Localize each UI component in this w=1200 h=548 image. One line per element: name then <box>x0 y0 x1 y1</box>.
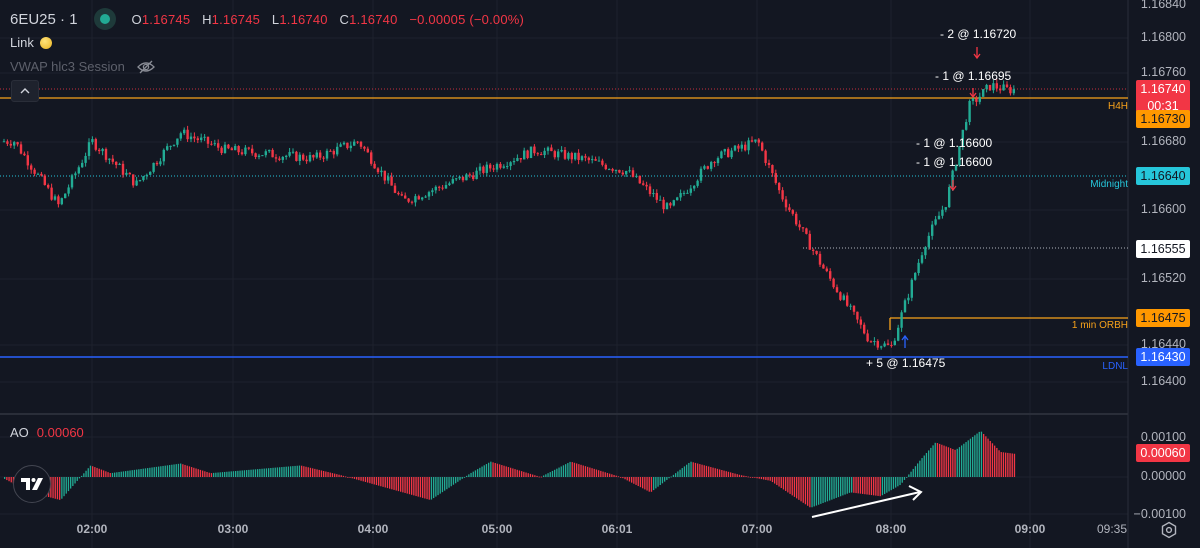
ao-value-tag: 0.00060 <box>1136 444 1190 462</box>
tradingview-logo-icon <box>21 478 43 490</box>
trade-annotation: + 5 @ 1.16475 <box>866 356 946 370</box>
price-tick: 1.16680 <box>1140 134 1186 148</box>
time-tick: 09:00 <box>1014 522 1046 536</box>
price-tick: 1.16800 <box>1140 30 1186 44</box>
vwap-indicator-label: VWAP hlc3 Session <box>10 59 125 74</box>
price-tick: 1.16600 <box>1140 202 1186 216</box>
ao-legend[interactable]: AO 0.00060 <box>10 425 84 440</box>
price-tick: 1.16400 <box>1140 374 1186 388</box>
ao-tick: −0.00100 <box>1133 507 1186 521</box>
symbol-title[interactable]: 6EU25 · 1 <box>10 10 78 28</box>
link-label: Link <box>10 35 34 50</box>
trade-annotation: - 1 @ 1.16695 <box>935 69 1012 83</box>
orbh-price-tag: 1.16475 <box>1136 309 1190 327</box>
time-tick: 02:00 <box>76 522 108 536</box>
ao-label: AO <box>10 425 29 440</box>
orbh-line-label: 1 min ORBH <box>1071 320 1128 331</box>
ldnl-price-tag: 1.16430 <box>1136 348 1190 366</box>
h4h-line-label: H4H <box>1107 101 1128 112</box>
bar-countdown: 00:31 <box>1147 99 1179 113</box>
time-tick: 09:35 <box>1096 522 1128 536</box>
price-tick: 1.16760 <box>1140 65 1186 79</box>
h4h-price-tag: 1.16730 <box>1136 110 1190 128</box>
time-tick: 05:00 <box>481 522 513 536</box>
collapse-legend-button[interactable] <box>11 80 39 102</box>
ldnl-line-label: LDNL <box>1102 361 1128 372</box>
trade-annotation: - 1 @ 1.16600 <box>916 155 993 169</box>
time-tick: 06:01 <box>601 522 633 536</box>
time-tick: 03:00 <box>217 522 249 536</box>
price-tick: 1.16440 <box>1140 337 1186 351</box>
link-row[interactable]: Link <box>10 35 52 50</box>
midnight-price-tag: 1.16640 <box>1136 167 1190 185</box>
eye-off-icon[interactable] <box>136 60 155 74</box>
ao-value: 0.00060 <box>36 425 84 440</box>
indicator-row[interactable]: VWAP hlc3 Session <box>10 59 155 74</box>
midnight-line-label: Midnight <box>1090 179 1128 190</box>
price-change: −0.00005 (−0.00%) <box>409 11 525 27</box>
ao-tick: 0.00100 <box>1140 430 1186 444</box>
time-tick: 08:00 <box>875 522 907 536</box>
ohlc-values: O1.16745 H1.16745 L1.16740 C1.16740 −0.0… <box>131 11 525 27</box>
trade-annotation: - 1 @ 1.16600 <box>916 136 993 150</box>
link-color-icon <box>39 36 52 49</box>
chart-legend: 6EU25 · 1 O1.16745 H1.16745 L1.16740 C1.… <box>10 8 532 30</box>
chevron-up-icon <box>20 88 30 94</box>
price-tick: 1.16520 <box>1140 271 1186 285</box>
ao-tick: 0.00000 <box>1140 469 1186 483</box>
settings-button[interactable] <box>1160 521 1178 544</box>
ao-histogram <box>4 431 1016 508</box>
price-tick: 1.16840 <box>1140 0 1186 11</box>
candlestick-series <box>2 79 1015 350</box>
vwap-price-tag: 1.16555 <box>1136 240 1190 258</box>
time-tick: 04:00 <box>357 522 389 536</box>
trade-annotation: - 2 @ 1.16720 <box>940 27 1017 41</box>
market-status-icon[interactable] <box>93 8 116 30</box>
tradingview-logo[interactable] <box>13 465 51 503</box>
time-tick: 07:00 <box>741 522 773 536</box>
gear-icon <box>1161 521 1177 539</box>
